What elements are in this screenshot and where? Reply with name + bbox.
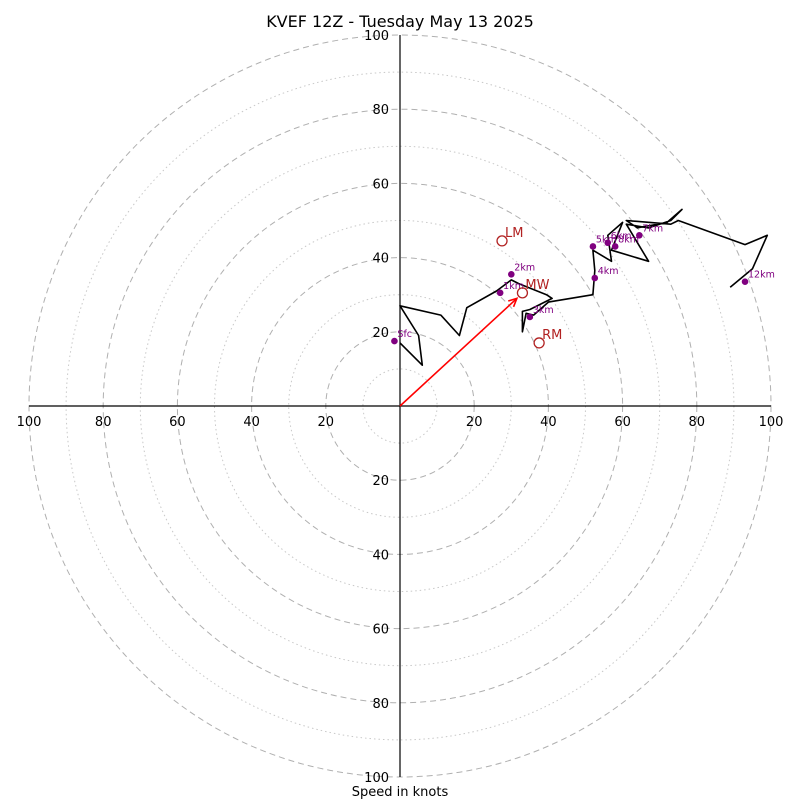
storm-vector-shaft — [399, 297, 518, 407]
tick-label-west-20: 20 — [318, 415, 335, 430]
height-label-8km: 8km — [618, 234, 639, 245]
tick-label-west-60: 60 — [169, 415, 186, 430]
tick-label-east-20: 20 — [466, 415, 483, 430]
tick-label-east-80: 80 — [689, 415, 706, 430]
tick-label-south-80: 80 — [372, 697, 389, 712]
motion-marker-mw — [516, 287, 529, 299]
height-label-2km: 2km — [514, 262, 535, 273]
tick-label-south-20: 20 — [372, 474, 389, 489]
motion-label-rm: RM — [542, 328, 562, 343]
motion-marker-lm — [496, 235, 508, 247]
height-label-12km: 12km — [748, 270, 775, 281]
hodograph-trace — [399, 208, 769, 367]
motion-label-mw: MW — [525, 278, 549, 293]
tick-label-east-100: 100 — [759, 415, 784, 430]
tick-label-south-100: 100 — [364, 771, 389, 786]
height-label-sfc: Sfc — [397, 329, 412, 340]
height-marker-6km — [604, 239, 612, 247]
x-axis-label: Speed in knots — [352, 785, 449, 800]
tick-label-north-20: 20 — [372, 326, 389, 341]
height-marker-1km — [496, 289, 504, 297]
storm-motion-markers: LM MW RM — [496, 226, 562, 349]
height-label-3km: 3km — [533, 305, 554, 316]
storm-motion-vector — [399, 297, 519, 407]
tick-label-west-80: 80 — [95, 415, 112, 430]
tick-label-north-60: 60 — [372, 177, 389, 192]
chart-title: KVEF 12Z - Tuesday May 13 2025 — [266, 12, 534, 31]
height-marker-7km — [635, 232, 643, 239]
motion-marker-rm — [533, 337, 545, 349]
height-marker-3km — [526, 313, 534, 321]
motion-label-lm: LM — [505, 226, 523, 241]
tick-label-north-80: 80 — [372, 103, 389, 118]
tick-label-north-40: 40 — [372, 252, 389, 267]
hodograph-line — [399, 208, 769, 367]
height-marker-8km — [611, 243, 619, 250]
tick-labels: 20 20 20 20 40 40 40 40 60 60 60 60 80 80 80 80 100 100 10… — [17, 29, 784, 786]
height-label-7km: 7km — [642, 223, 663, 234]
height-marker-4km — [591, 274, 599, 282]
height-label-6km: 6km — [611, 231, 632, 242]
tick-label-west-100: 100 — [17, 415, 42, 430]
tick-label-east-60: 60 — [614, 415, 631, 430]
storm-vector-head — [508, 297, 519, 308]
tick-label-east-40: 40 — [540, 415, 557, 430]
tick-label-west-40: 40 — [243, 415, 260, 430]
height-marker-12km — [741, 278, 749, 286]
height-label-4km: 4km — [598, 266, 619, 277]
tick-label-south-40: 40 — [372, 548, 389, 563]
tick-label-south-60: 60 — [372, 623, 389, 638]
height-marker-sfc — [391, 337, 398, 345]
height-marker-2km — [508, 270, 515, 278]
height-marker-5km — [589, 243, 597, 250]
height-markers: Sfc1km2km3km4km5km6km8km7km12km — [391, 223, 775, 345]
height-label-1km: 1km — [503, 281, 524, 292]
tick-label-north-100: 100 — [364, 29, 389, 44]
